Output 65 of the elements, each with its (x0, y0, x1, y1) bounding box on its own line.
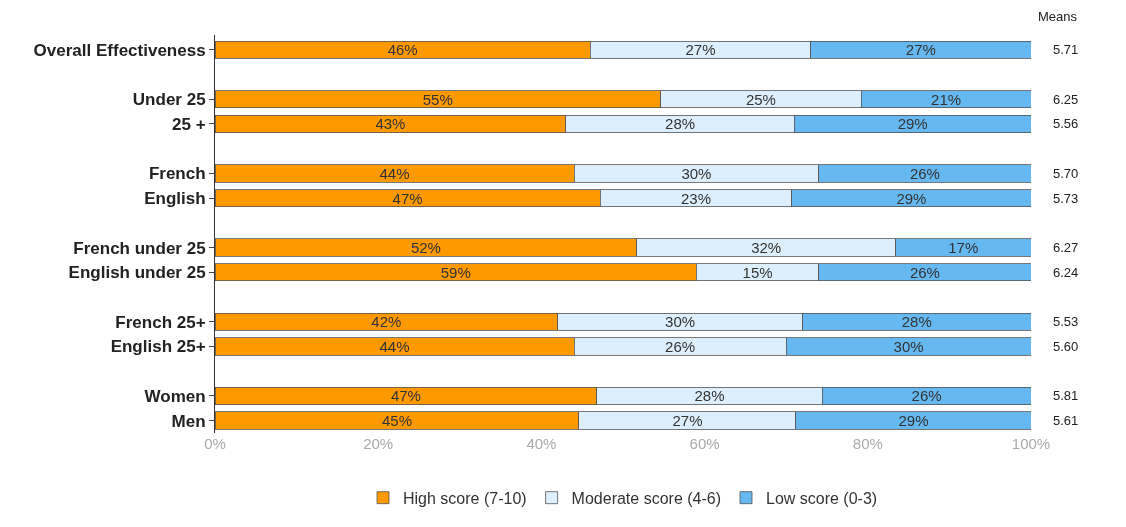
text: 6.27 (1053, 240, 1079, 255)
y-tick-label: English 25+ (110, 337, 206, 357)
data-label: 28% (665, 115, 696, 133)
data-label: 28% (901, 313, 932, 331)
data-label: 44% (379, 164, 410, 182)
y-tick-label: English under 25 (68, 263, 206, 283)
text: 5.60 (1053, 339, 1079, 354)
data-label: 23% (681, 189, 712, 207)
x-tick-label: 100% (1011, 435, 1051, 452)
data-label: 45% (381, 412, 412, 430)
y-tick-label: Under 25 (132, 90, 206, 110)
data-label: 30% (893, 337, 924, 355)
data-label: 59% (440, 263, 471, 281)
y-tick-label: Men (171, 411, 206, 431)
data-label: 26% (911, 387, 942, 405)
data-label: 27% (905, 41, 936, 59)
data-label: 44% (379, 337, 410, 355)
y-tick-label: 25 + (172, 114, 206, 134)
data-label: 26% (909, 263, 940, 281)
legend-label: High score (7-10) (403, 489, 527, 507)
y-tick-label: Women (144, 386, 206, 406)
text: 5.73 (1053, 191, 1079, 206)
text: 6.25 (1053, 92, 1079, 107)
text: Means (1038, 9, 1078, 24)
data-label: 55% (422, 90, 453, 108)
text: 5.53 (1053, 314, 1079, 329)
data-label: 17% (948, 239, 979, 257)
y-tick-label: French under 25 (73, 238, 206, 258)
text: 5.61 (1053, 413, 1079, 428)
y-tick-label: Overall Effectiveness (33, 40, 206, 60)
y-tick-label: French 25+ (115, 312, 206, 332)
data-label: 32% (751, 239, 782, 257)
x-tick-label: 40% (526, 435, 557, 452)
legend-label: Moderate score (4-6) (571, 489, 721, 507)
data-label: 30% (681, 164, 712, 182)
text: 5.81 (1053, 388, 1079, 403)
y-tick-label: English (144, 189, 206, 209)
x-tick-label: 20% (363, 435, 394, 452)
data-label: 47% (392, 189, 423, 207)
data-label: 47% (390, 387, 421, 405)
data-label: 25% (745, 90, 776, 108)
data-label: 29% (898, 412, 929, 430)
data-label: 26% (909, 164, 940, 182)
data-label: 15% (742, 263, 773, 281)
data-label: 43% (375, 115, 406, 133)
data-label: 30% (665, 313, 696, 331)
data-label: 46% (387, 41, 418, 59)
text: 5.56 (1053, 116, 1079, 131)
legend-label: Low score (0-3) (766, 489, 878, 507)
data-label: 52% (410, 239, 441, 257)
y-tick-label: French (148, 164, 206, 184)
x-tick-label: 0% (204, 435, 226, 452)
text: 5.71 (1053, 42, 1079, 57)
data-label: 29% (897, 115, 928, 133)
text: 5.70 (1053, 166, 1079, 181)
x-tick-label: 60% (689, 435, 720, 452)
data-label: 27% (685, 41, 716, 59)
x-tick-label: 80% (852, 435, 883, 452)
data-label: 29% (896, 189, 927, 207)
data-label: 27% (672, 412, 703, 430)
text: 6.24 (1053, 265, 1079, 280)
data-label: 26% (665, 337, 696, 355)
data-label: 28% (694, 387, 725, 405)
data-label: 42% (371, 313, 402, 331)
data-label: 21% (931, 90, 962, 108)
